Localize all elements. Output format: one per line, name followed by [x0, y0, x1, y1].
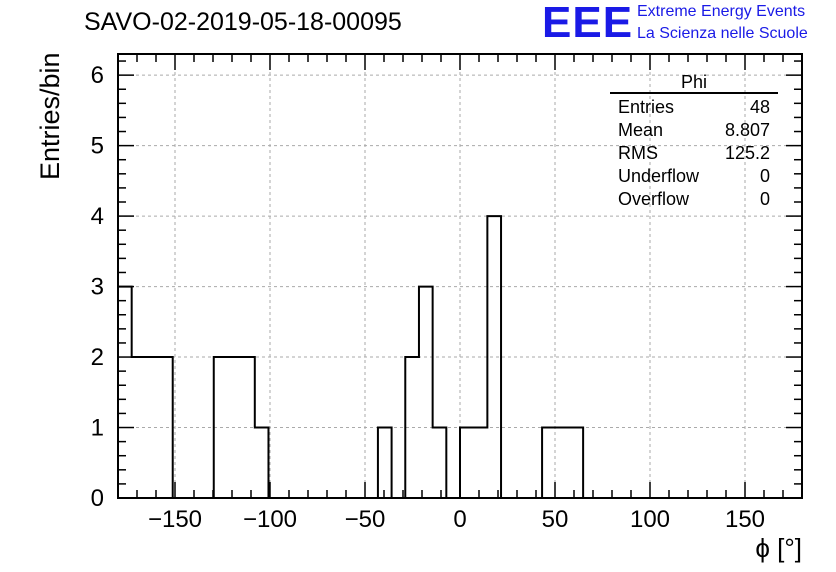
- y-tick-label: 0: [91, 485, 104, 512]
- x-tick-label: 150: [725, 506, 765, 533]
- stats-value: 0: [759, 166, 770, 186]
- y-tick-label: 6: [91, 62, 104, 89]
- y-tick-label: 3: [91, 274, 104, 301]
- histogram-bin: [460, 428, 474, 498]
- histogram-bin: [474, 428, 488, 498]
- histogram-bin: [556, 428, 570, 498]
- chart-title: SAVO-02-2019-05-18-00095: [84, 8, 402, 36]
- stats-row: RMS 125.2: [610, 142, 778, 165]
- stats-label: Underflow: [618, 166, 700, 186]
- stats-label: Entries: [618, 97, 675, 117]
- x-tick-label: 0: [453, 506, 466, 533]
- stats-box: Phi Entries 48 Mean 8.807 RMS 125.2 Underflow 0…: [610, 72, 778, 211]
- histogram-bin: [542, 428, 556, 498]
- histogram-bin: [433, 428, 447, 498]
- y-tick-label: 1: [91, 415, 104, 442]
- x-tick-label: 100: [630, 506, 670, 533]
- stats-row: Overflow 0: [610, 188, 778, 211]
- x-tick-label: −100: [243, 506, 297, 533]
- x-axis-label: ϕ [°]: [755, 533, 802, 563]
- logo-line-2: La Scienza nelle Scuole: [637, 25, 808, 42]
- x-tick-label: −50: [345, 506, 386, 533]
- histogram-bin: [569, 428, 583, 498]
- histogram-bin: [255, 428, 269, 498]
- stats-name: Phi: [610, 72, 778, 94]
- stats-value: 125.2: [724, 143, 770, 163]
- stats-row: Underflow 0: [610, 165, 778, 188]
- histogram-bin: [378, 428, 392, 498]
- stats-value: 8.807: [724, 120, 770, 140]
- y-tick-label: 2: [91, 344, 104, 371]
- x-tick-label: −150: [148, 506, 202, 533]
- stats-label: Mean: [618, 120, 664, 140]
- y-tick-label: 4: [91, 203, 104, 230]
- eee-logo: EEE: [542, 0, 634, 47]
- histogram-bin: [118, 287, 132, 498]
- stats-row: Mean 8.807: [610, 119, 778, 142]
- stats-value: 48: [749, 97, 770, 117]
- histogram-bin: [419, 287, 433, 498]
- tick-labels: 0 1 2 3 4 5 6 −150 −100 −50 0 50 100 150: [91, 62, 765, 533]
- stats-value: 0: [759, 189, 770, 209]
- x-tick-label: 50: [542, 506, 569, 533]
- logo-line-1: Extreme Energy Events: [637, 3, 806, 20]
- tick-marks: [118, 54, 802, 499]
- stats-row: Entries 48: [610, 96, 778, 119]
- stats-label: RMS: [618, 143, 658, 163]
- y-tick-label: 5: [91, 133, 104, 160]
- stats-label: Overflow: [618, 189, 690, 209]
